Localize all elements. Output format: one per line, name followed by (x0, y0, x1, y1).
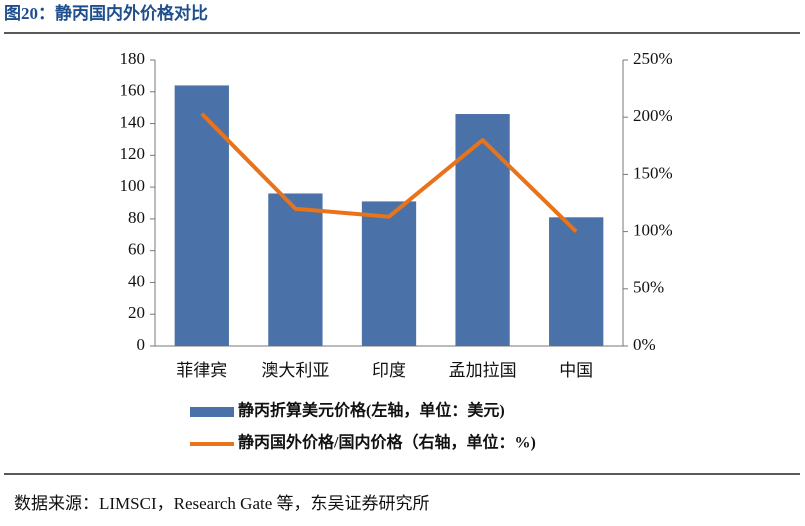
legend-swatch (190, 407, 234, 417)
bar (268, 193, 323, 346)
y2-tick-label: 250% (633, 49, 673, 68)
x-tick-label: 菲律宾 (176, 361, 227, 380)
x-tick-label: 印度 (372, 361, 406, 380)
y-tick-label: 120 (120, 144, 146, 163)
legend-label: 静丙国外价格/国内价格（右轴，单位：%) (238, 433, 536, 452)
y-tick-label: 140 (120, 112, 146, 131)
y2-tick-label: 0% (633, 335, 656, 354)
source-note: 数据来源：LIMSCI，Research Gate 等，东吴证券研究所 (14, 494, 430, 513)
x-tick-label: 孟加拉国 (449, 361, 517, 380)
y2-tick-label: 50% (633, 278, 664, 297)
y2-tick-label: 150% (633, 163, 673, 182)
y-tick-label: 0 (137, 335, 146, 354)
bar (174, 85, 229, 346)
x-tick-label: 中国 (559, 361, 593, 380)
bar (455, 114, 510, 347)
line (200, 112, 578, 234)
bar (361, 201, 417, 346)
y2-tick-label: 100% (633, 221, 673, 240)
bar (549, 217, 604, 346)
legend-label: 静丙折算美元价格(左轴，单位：美元) (238, 401, 505, 420)
x-tick-label: 澳大利亚 (261, 361, 329, 380)
y2-tick-label: 200% (633, 106, 673, 125)
y-tick-label: 80 (128, 208, 145, 227)
y-tick-label: 60 (128, 240, 145, 259)
y-tick-label: 180 (120, 49, 146, 68)
y-tick-label: 40 (128, 271, 145, 290)
chart-title: 图20：静丙国内外价格对比 (4, 3, 208, 23)
y-tick-label: 160 (120, 81, 146, 100)
y-tick-label: 100 (120, 176, 146, 195)
y-tick-label: 20 (128, 303, 145, 322)
